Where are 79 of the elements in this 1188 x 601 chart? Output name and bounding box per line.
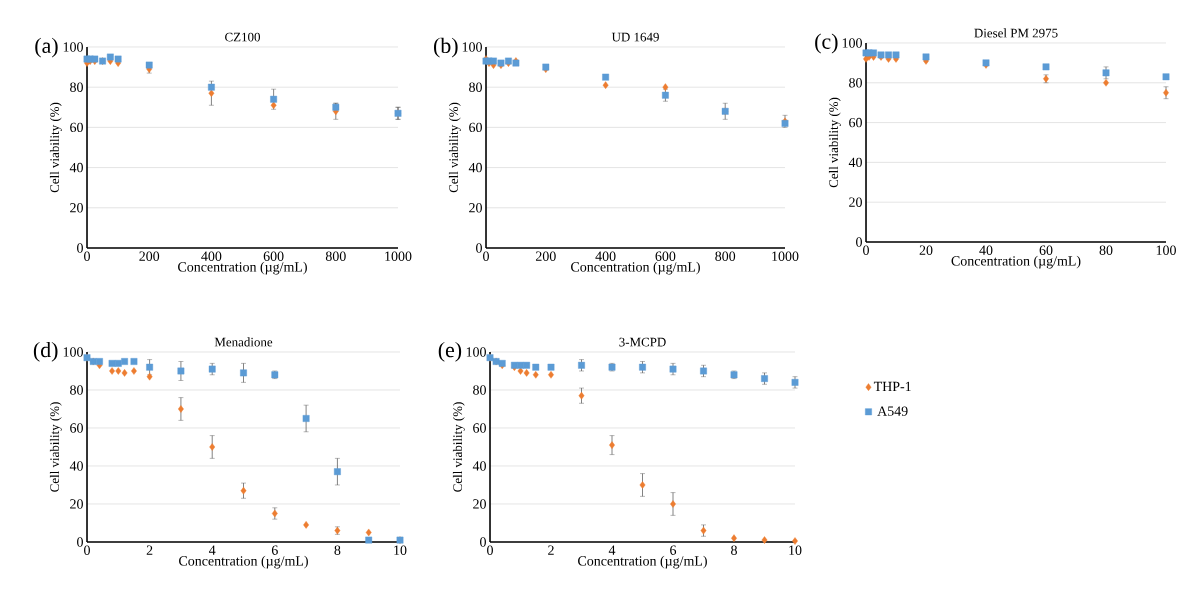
x-tick-label: 10 (394, 545, 407, 555)
y-tick-label: 40 (848, 157, 862, 168)
x-axis-title: Concentration (µg/mL) (178, 261, 307, 275)
x-tick-label: 8 (731, 545, 737, 555)
x-tick-label: 2 (146, 545, 153, 555)
x-tick-label: 60 (1039, 245, 1053, 255)
x-tick-label: 0 (84, 545, 90, 555)
x-tick-label: 600 (655, 251, 676, 261)
chart-title: UD 1649 (611, 32, 659, 42)
chart-title: 3-MCPD (619, 337, 666, 347)
y-tick-label: 60 (70, 423, 83, 433)
x-tick-label: 0 (863, 245, 869, 255)
x-tick-label: 6 (670, 545, 677, 555)
y-tick-label: 100 (462, 42, 482, 52)
y-axis-title: Cell viability (%) (452, 402, 465, 492)
y-tick-label: 0 (856, 237, 862, 247)
x-tick-label: 400 (595, 251, 616, 261)
y-tick-label: 40 (69, 162, 83, 173)
text: (c) (815, 33, 838, 54)
x-tick-label: 2 (548, 545, 554, 555)
y-tick-label: 80 (849, 78, 862, 88)
x-axis-title: Concentration (µg/mL) (179, 555, 308, 569)
x-tick-label: 0 (84, 251, 90, 261)
y-tick-label: 60 (70, 122, 83, 133)
y-tick-label: 80 (70, 82, 83, 92)
x-tick-label: 6 (271, 545, 278, 555)
text: (d) (33, 341, 58, 362)
x-tick-label: 80 (1099, 245, 1113, 255)
x-tick-label: 1000 (385, 251, 412, 261)
x-tick-label: 100 (1156, 245, 1176, 255)
x-axis-title: Concentration (µg/mL) (578, 555, 707, 569)
y-tick-label: 80 (70, 385, 83, 395)
y-tick-label: 20 (473, 499, 486, 509)
y-tick-label: 0 (480, 537, 486, 547)
x-axis-title: Concentration (µg/mL) (571, 261, 700, 275)
x-tick-label: 40 (979, 245, 993, 255)
y-axis-title: Cell viability (%) (49, 102, 62, 193)
x-tick-label: 400 (201, 251, 222, 261)
y-tick-label: 80 (469, 82, 482, 92)
y-axis-title: Cell viability (%) (448, 102, 461, 193)
text: (b) (433, 37, 458, 58)
y-tick-label: 40 (472, 461, 486, 471)
y-tick-label: 20 (70, 203, 83, 213)
x-tick-label: 8 (334, 545, 341, 555)
y-tick-label: 100 (63, 347, 83, 357)
y-tick-label: 20 (70, 499, 83, 509)
x-tick-label: 200 (535, 251, 556, 261)
y-axis-title: Cell viability (%) (49, 402, 62, 492)
y-tick-label: 100 (63, 42, 83, 52)
x-tick-label: 4 (208, 545, 216, 555)
chart-title: CZ100 (225, 32, 261, 42)
legend-label: A549 (877, 406, 908, 416)
x-tick-label: 800 (715, 251, 736, 261)
x-tick-label: 600 (263, 251, 284, 261)
y-tick-label: 80 (473, 385, 486, 395)
y-tick-label: 20 (469, 203, 482, 213)
text: (a) (35, 37, 58, 58)
y-axis-title: Cell viability (%) (828, 97, 841, 188)
y-tick-label: 40 (69, 461, 83, 471)
x-tick-label: 10 (789, 545, 802, 555)
y-tick-label: 20 (849, 197, 862, 207)
y-tick-label: 100 (466, 347, 486, 357)
y-tick-label: 60 (473, 423, 486, 433)
x-tick-label: 4 (608, 545, 616, 555)
x-axis-title: Concentration (µg/mL) (951, 255, 1081, 269)
y-tick-label: 0 (77, 537, 83, 547)
y-tick-label: 100 (842, 38, 862, 48)
legend-label: THP-1 (873, 381, 911, 391)
x-tick-label: 20 (919, 245, 933, 255)
x-tick-label: 0 (487, 545, 493, 555)
x-tick-label: 1000 (772, 251, 799, 261)
x-tick-label: 200 (139, 251, 160, 261)
text: (e) (438, 341, 462, 362)
y-tick-label: 40 (468, 162, 482, 173)
x-tick-label: 800 (325, 251, 346, 261)
chart-title: Menadione (214, 337, 273, 347)
y-tick-label: 60 (469, 122, 482, 133)
chart-title: Diesel PM 2975 (974, 28, 1058, 38)
y-tick-label: 60 (849, 117, 862, 128)
